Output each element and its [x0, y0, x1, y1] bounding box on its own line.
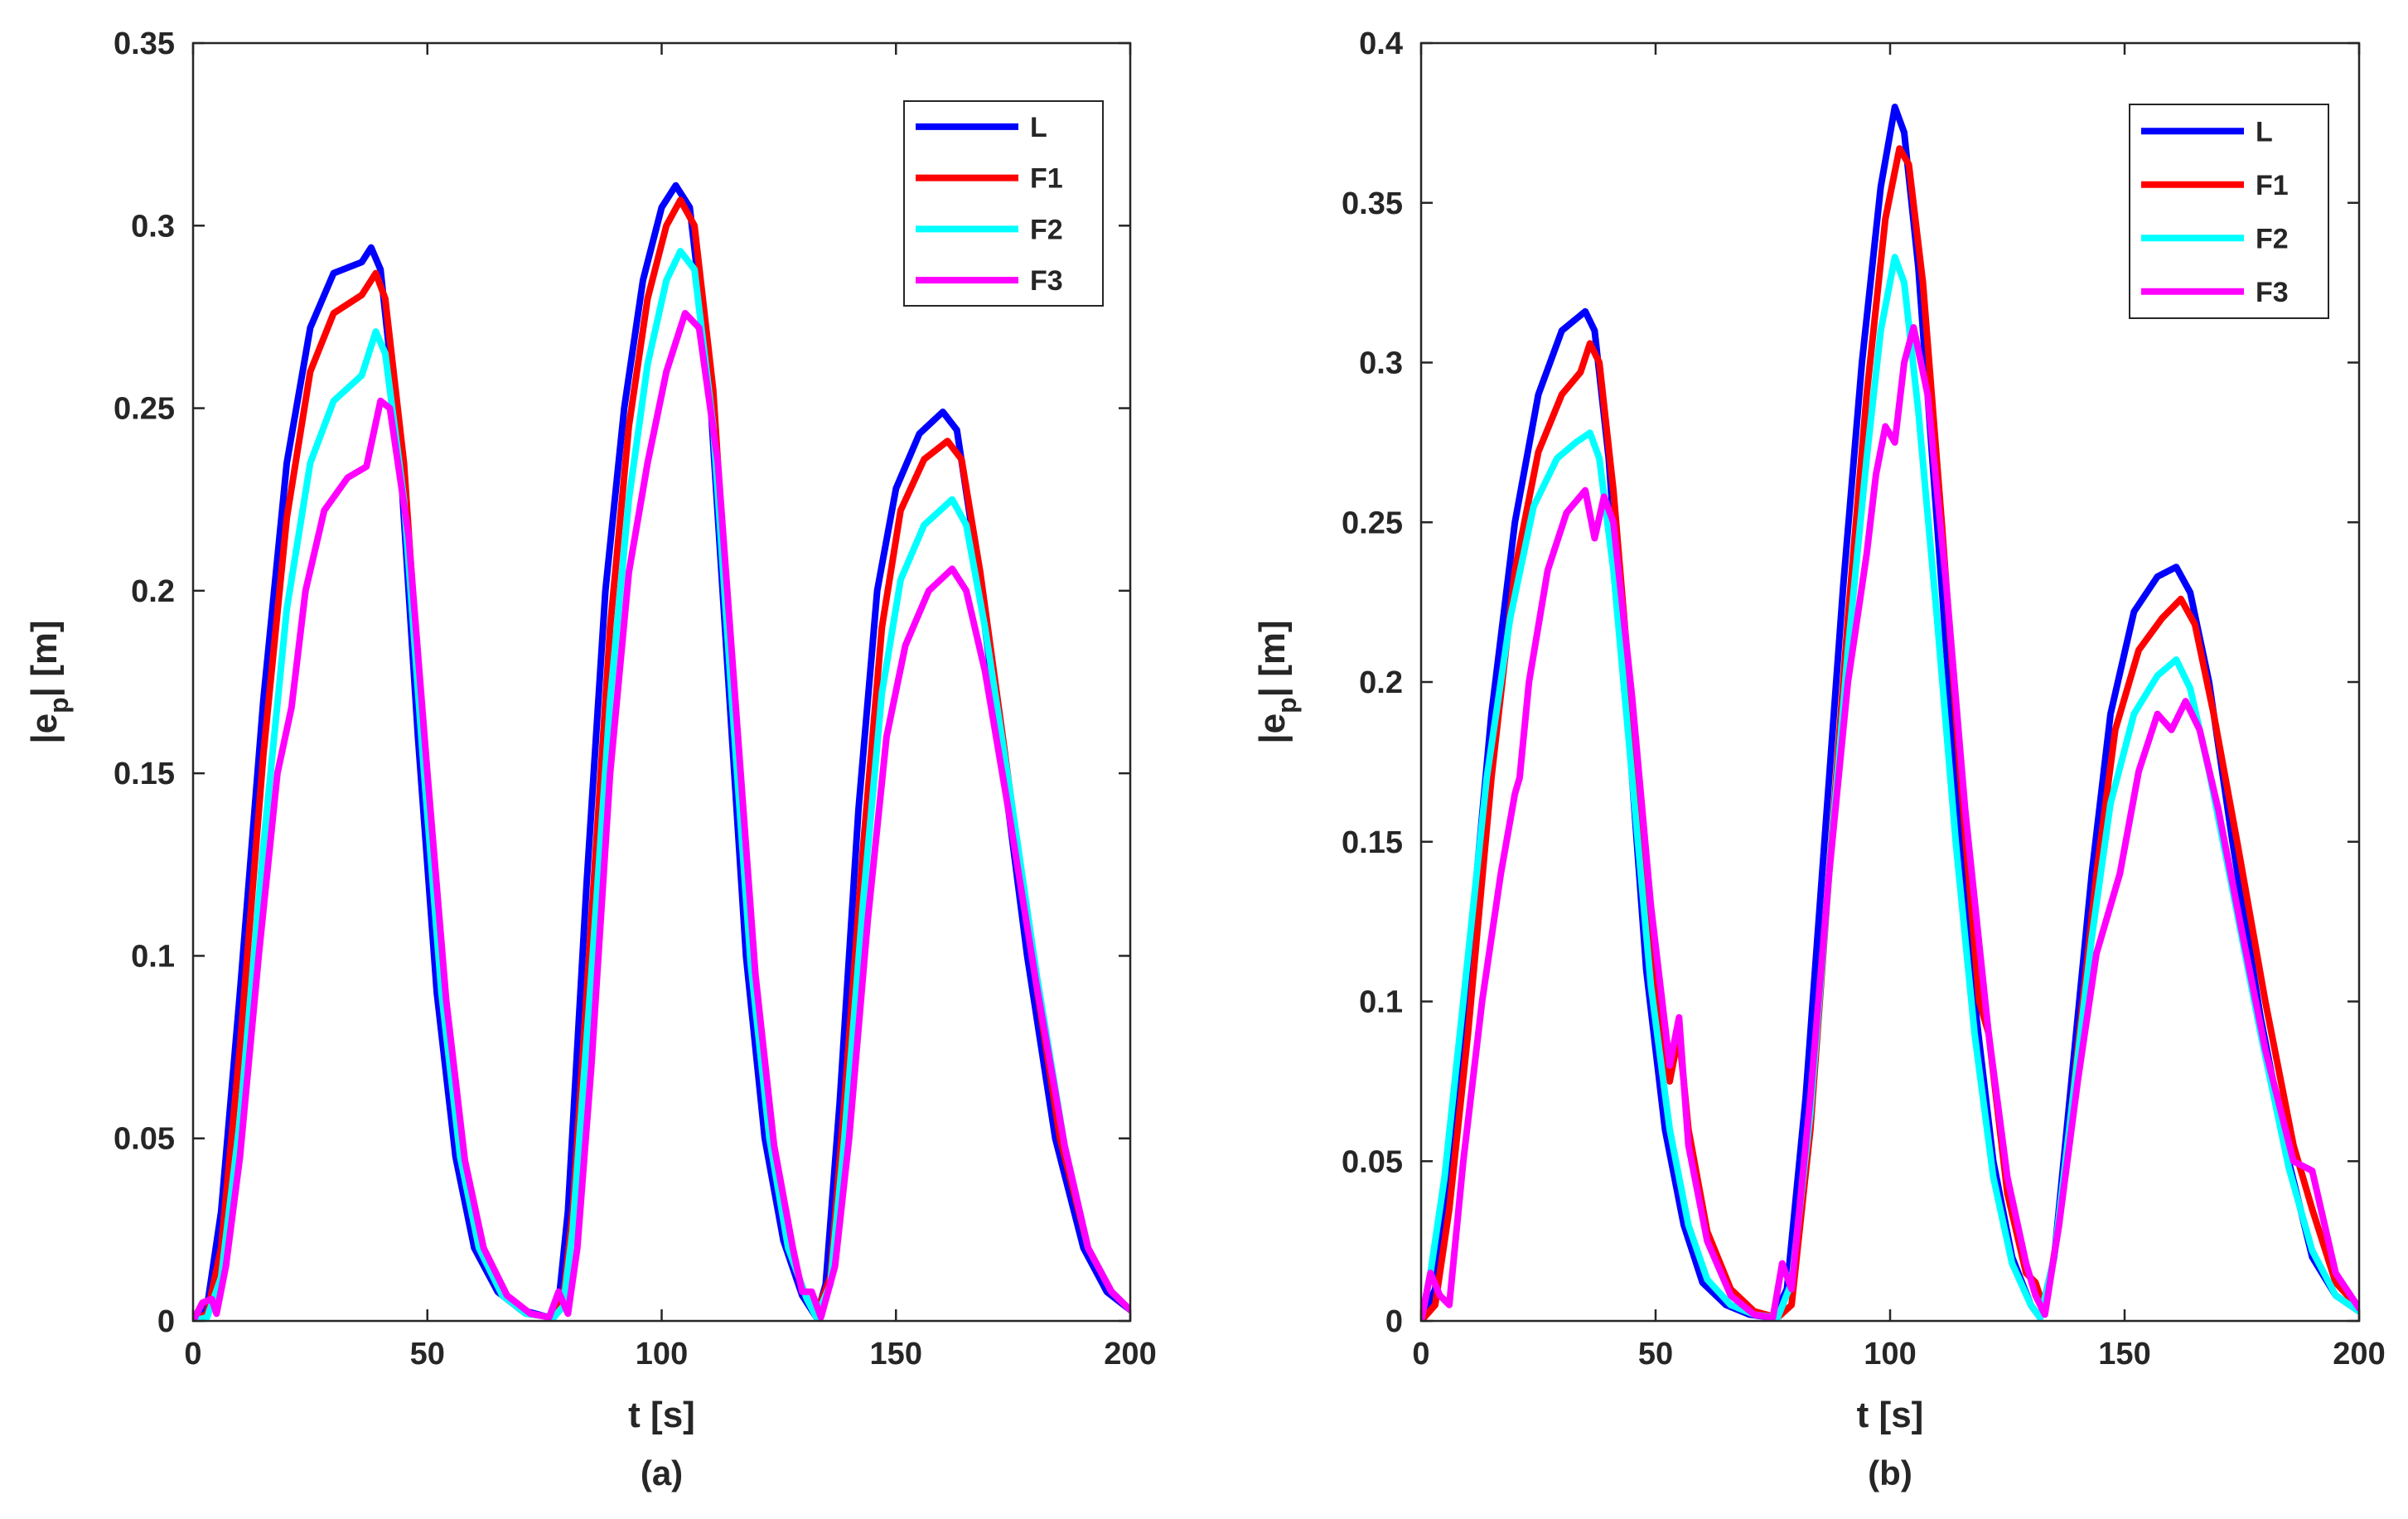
- x-tick-label: 0: [1412, 1337, 1429, 1371]
- y-tick-label: 0.2: [1359, 665, 1403, 700]
- x-tick-label: 150: [2098, 1337, 2150, 1371]
- chart-panel-1: 0 50 100 150 200 0 0.05 0.1 0.15 0.2 0.25 0.3 0.35 0.…: [1252, 27, 2386, 1492]
- legend-label-l: L: [2256, 116, 2273, 148]
- y-axis-label-main: |e: [1252, 714, 1293, 744]
- series-line-l: [193, 181, 1130, 1321]
- panel-label: (a): [641, 1454, 683, 1492]
- y-axis-label: |ep| [m]: [24, 620, 74, 743]
- y-tick-label: 0.35: [1342, 186, 1403, 221]
- y-axis-label-main: |e: [24, 714, 65, 744]
- x-axis-label: t [s]: [1857, 1395, 1924, 1435]
- x-tick-label: 100: [636, 1337, 688, 1371]
- x-tick-label: 0: [184, 1337, 201, 1371]
- x-tick-label: 200: [2333, 1337, 2385, 1371]
- series-line-f3: [193, 310, 1130, 1321]
- legend: L F1 F2 F3: [2129, 104, 2329, 319]
- y-axis-label-unit: | [m]: [1252, 620, 1293, 697]
- x-tick-label: 100: [1864, 1337, 1916, 1371]
- series-line-f1: [1421, 145, 2359, 1321]
- x-axis-label: t [s]: [628, 1395, 695, 1435]
- x-tick-label: 50: [1638, 1337, 1673, 1371]
- legend-label-f3: F3: [2256, 277, 2289, 308]
- y-axis-label-sub: p: [1272, 697, 1302, 714]
- y-tick-label: 0.4: [1359, 27, 1403, 61]
- series-line-f2: [193, 248, 1130, 1321]
- y-tick-label: 0.25: [1342, 506, 1403, 540]
- chart-panel-0: 0 50 100 150 200 0 0.05 0.1 0.15 0.2 0.25 0.3 0.35 t …: [24, 27, 1157, 1492]
- series-group: [1421, 104, 2359, 1321]
- series-line-f3: [1421, 324, 2359, 1321]
- x-tick-label: 150: [870, 1337, 922, 1371]
- y-tick-label: 0.35: [114, 27, 175, 61]
- y-axis-label-sub: p: [44, 697, 74, 714]
- y-tick-label: 0.3: [1359, 346, 1403, 381]
- y-axis-label-unit: | [m]: [24, 620, 65, 697]
- y-tick-label: 0.3: [131, 209, 175, 244]
- y-tick-label: 0.1: [131, 939, 175, 974]
- y-tick-label: 0: [1385, 1304, 1403, 1339]
- legend-label-f2: F2: [2256, 223, 2289, 254]
- y-tick-label: 0.15: [1342, 825, 1403, 860]
- legend-label-f3: F3: [1030, 265, 1063, 297]
- series-line-f2: [1421, 254, 2359, 1321]
- y-tick-label: 0.05: [1342, 1144, 1403, 1179]
- legend-box: [2129, 104, 2329, 319]
- series-line-l: [1421, 104, 2359, 1321]
- x-tick-label: 200: [1104, 1337, 1156, 1371]
- panel-label: (b): [1868, 1454, 1912, 1492]
- y-tick-label: 0: [157, 1304, 175, 1339]
- y-tick-label: 0.05: [114, 1122, 175, 1157]
- legend-label-l: L: [1030, 112, 1047, 143]
- y-tick-label: 0.2: [131, 574, 175, 609]
- series-line-f1: [193, 196, 1130, 1321]
- y-tick-label: 0.1: [1359, 985, 1403, 1020]
- legend-box: [903, 100, 1104, 307]
- legend-label-f1: F1: [2256, 170, 2289, 201]
- legend-label-f2: F2: [1030, 214, 1063, 245]
- y-tick-label: 0.15: [114, 757, 175, 791]
- legend-label-f1: F1: [1030, 163, 1063, 195]
- y-tick-label: 0.25: [114, 392, 175, 427]
- series-group: [193, 181, 1130, 1321]
- y-axis-label: |ep| [m]: [1252, 620, 1302, 743]
- legend: L F1 F2 F3: [903, 100, 1104, 307]
- x-tick-label: 50: [410, 1337, 445, 1371]
